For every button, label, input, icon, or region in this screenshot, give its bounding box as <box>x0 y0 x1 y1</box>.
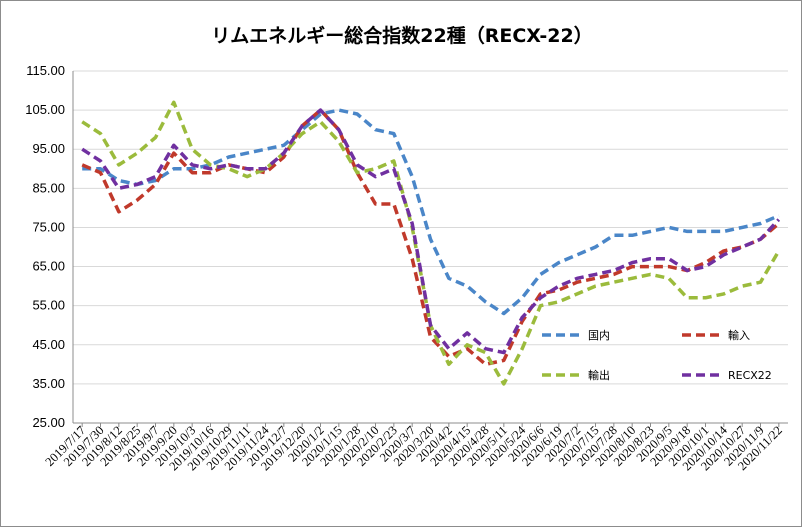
y-tick-label: 75.00 <box>32 219 65 234</box>
series-line-3 <box>81 108 781 355</box>
legend-label: RECX22 <box>728 369 772 382</box>
x-axis: 2019/7/172019/7/302019/8/122019/8/252019… <box>43 422 788 473</box>
y-axis: 25.00 35.00 45.00 55.00 65.00 75.00 85.00 95.00… <box>25 63 74 430</box>
gridlines <box>73 70 788 424</box>
legend-label: 国内 <box>588 328 610 342</box>
series-lines <box>81 100 781 386</box>
series-line-0 <box>82 108 780 316</box>
y-tick-label: 85.00 <box>32 180 65 195</box>
chart-title: リムエネルギー総合指数22種（RECX-22） <box>211 24 592 47</box>
series-line-1 <box>81 108 780 367</box>
y-tick-label: 55.00 <box>32 298 65 313</box>
y-tick-label: 115.00 <box>26 63 65 78</box>
y-tick-label: 35.00 <box>32 376 65 391</box>
y-tick-label: 25.00 <box>32 415 65 430</box>
y-tick-label: 105.00 <box>25 102 65 117</box>
y-tick-label: 95.00 <box>32 141 65 156</box>
legend-label: 輸出 <box>588 368 610 382</box>
y-tick-label: 45.00 <box>32 337 65 352</box>
y-tick-label: 65.00 <box>32 259 65 274</box>
legend-label: 輸入 <box>728 328 750 342</box>
